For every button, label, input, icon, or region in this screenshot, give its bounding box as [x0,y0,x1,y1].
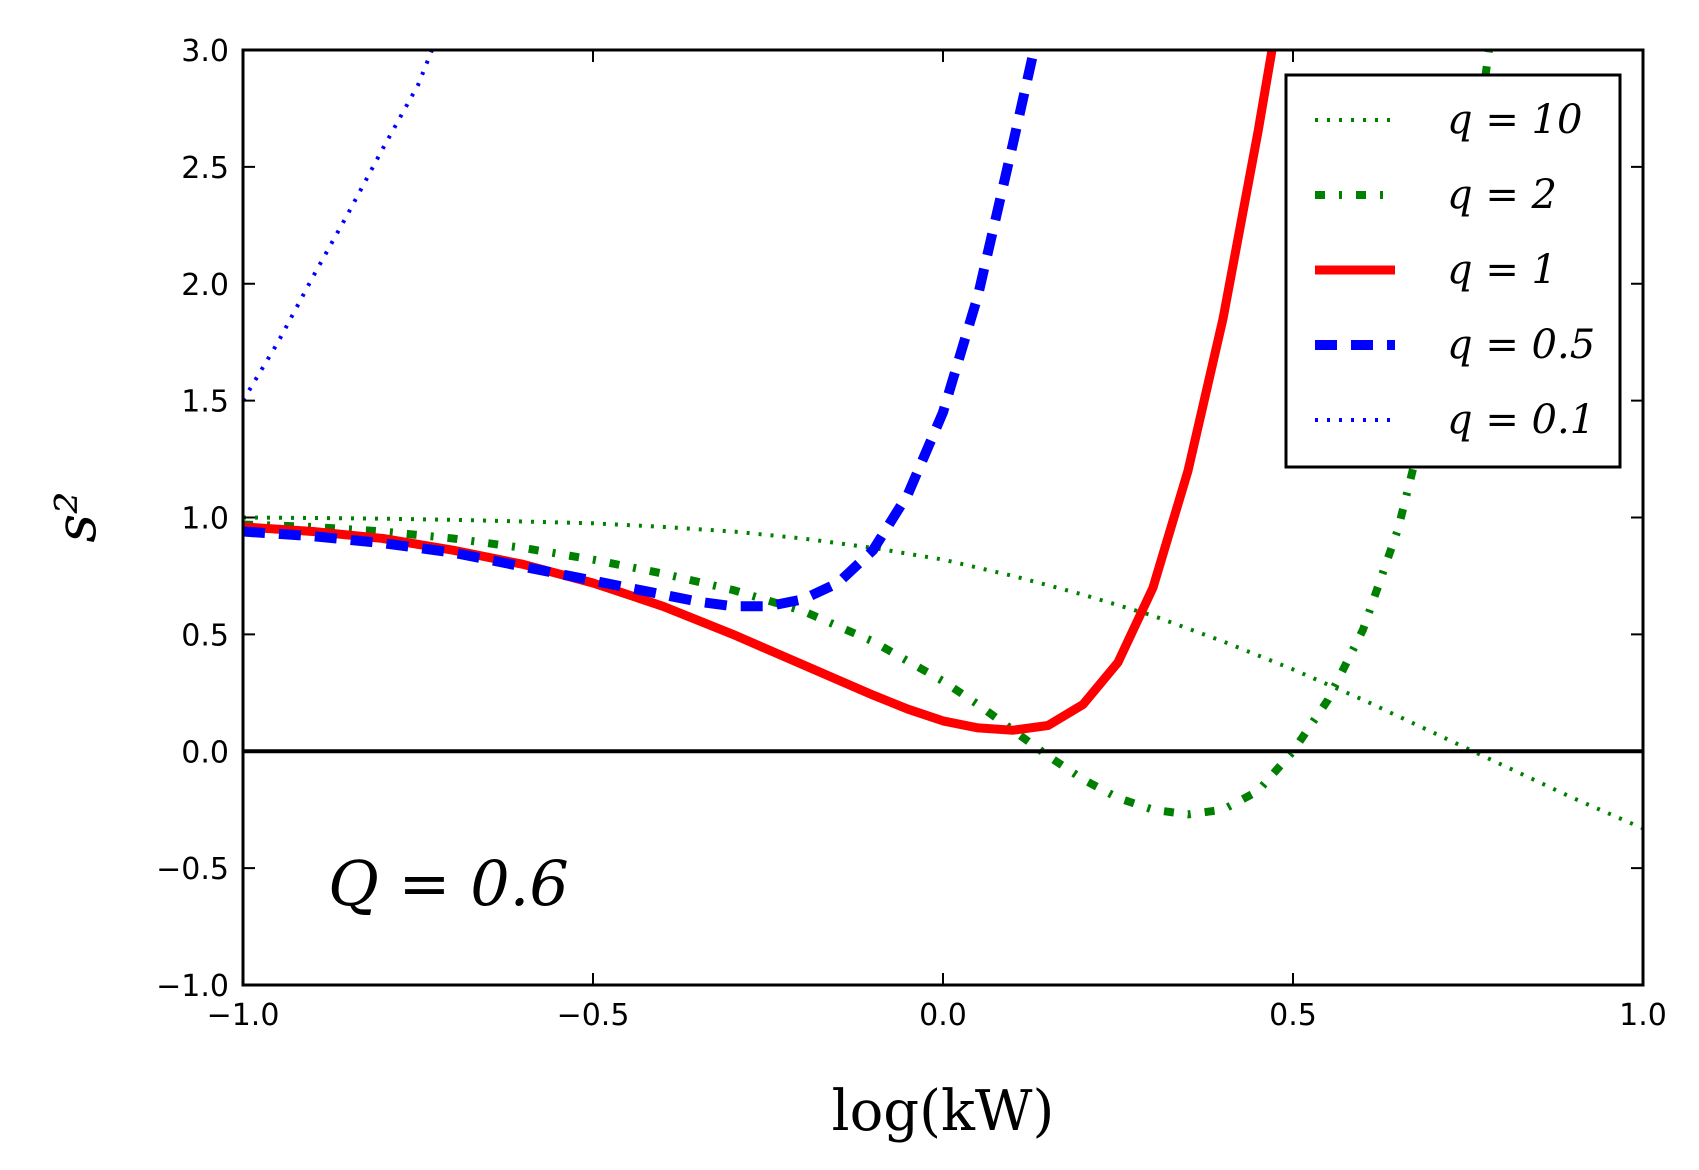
x-tick-label: 1.0 [1619,998,1667,1033]
x-tick-label: −0.5 [557,998,630,1033]
legend-label-1: q = 2 [1447,172,1557,218]
series-line-0 [243,515,1643,831]
x-axis-label: log(kW) [832,1079,1055,1144]
legend-entries: q = 10 q = 2 q = 1 q = 0.5 q = 0.1 [1315,97,1595,443]
y-tick-label: −0.5 [156,852,229,887]
ticks-layer: −1.0 −0.5 0.0 0.5 1.0 −1.0 −0.5 0.0 0.5 1.0 1.5 2.0… [156,34,1667,1033]
series-layer [243,50,1643,831]
legend-label-0: q = 10 [1447,97,1582,143]
y-tick-label: 0.5 [181,618,229,653]
y-tick-label: −1.0 [156,969,229,1004]
legend: q = 10 q = 2 q = 1 q = 0.5 q = 0.1 [1284,73,1622,469]
y-tick-label: 1.5 [181,385,229,420]
y-tick-label: 2.0 [181,268,229,303]
legend-label-2: q = 1 [1447,247,1557,293]
annotation-q-value: Q = 0.6 [328,847,569,920]
series-line-2 [243,50,1277,735]
y-axis-label: s² [44,491,109,542]
y-tick-label: 0.0 [181,735,229,770]
x-tick-label: 0.5 [1269,998,1317,1033]
legend-label-4: q = 0.1 [1447,397,1595,443]
y-tick-label: 1.0 [181,502,229,537]
legend-label-3: q = 0.5 [1447,322,1595,368]
series-line-3 [243,50,1039,612]
x-tick-label: 0.0 [919,998,967,1033]
series-line-4 [243,50,434,402]
y-tick-label: 3.0 [181,34,229,69]
x-tick-label: −1.0 [207,998,280,1033]
y-tick-label: 2.5 [181,151,229,186]
